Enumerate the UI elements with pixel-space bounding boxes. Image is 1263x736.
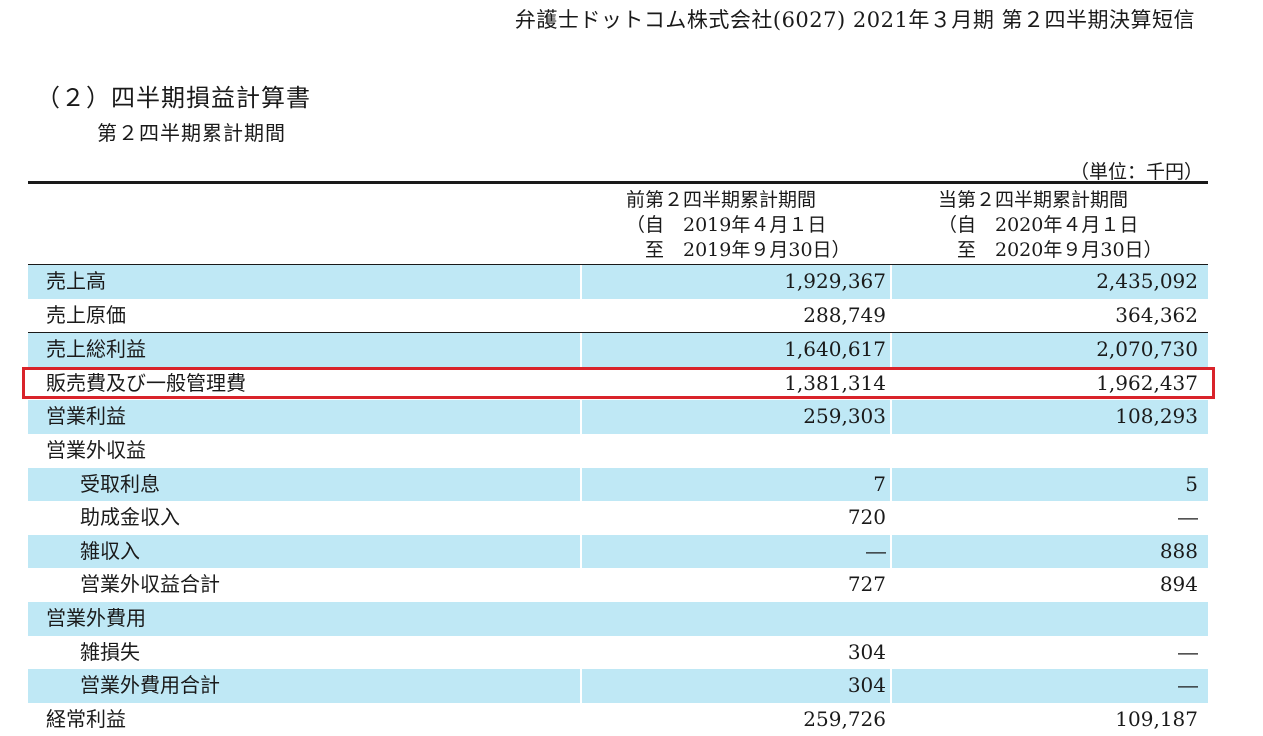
column-gap (890, 534, 892, 569)
curr-value: 894 (1159, 572, 1198, 597)
curr-value: 888 (1159, 538, 1198, 563)
row-label: 営業外費用 (46, 605, 146, 630)
curr-value: 2,435,092 (1096, 269, 1198, 293)
curr-value: 364,362 (1115, 302, 1198, 327)
row-label: 売上原価 (46, 302, 126, 327)
table-row: 売上高 1,929,367 2,435,092 (28, 265, 1208, 299)
curr-value: ― (1178, 639, 1198, 664)
prev-value: 1,929,367 (784, 269, 886, 293)
curr-value: 5 (1185, 471, 1198, 496)
period-title: 第２四半期累計期間 (97, 121, 286, 145)
prev-value: 259,303 (803, 404, 886, 429)
table-row: 売上総利益 1,640,617 2,070,730 (28, 333, 1208, 367)
row-label: 雑損失 (80, 639, 140, 664)
prev-value: 304 (847, 673, 886, 698)
prev-period-to: 至 2019年９月30日） (626, 239, 851, 261)
column-gap (890, 467, 892, 502)
prev-value: 720 (847, 505, 886, 530)
prev-value: ― (866, 538, 886, 563)
table-row: 受取利息 7 5 (28, 467, 1208, 502)
curr-value: 108,293 (1115, 404, 1198, 429)
table-row: 雑損失 304 ― (28, 636, 1208, 670)
curr-period-title: 当第２四半期累計期間 (938, 189, 1129, 211)
curr-value: 2,070,730 (1096, 337, 1198, 362)
table-row: 営業利益 259,303 108,293 (28, 400, 1208, 434)
prev-value: 259,726 (803, 706, 886, 731)
prev-value: 288,749 (803, 302, 886, 327)
document-header: 弁護士ドットコム株式会社(6027) 2021年３月期 第２四半期決算短信 (514, 8, 1195, 32)
row-label: 営業外収益合計 (80, 572, 220, 597)
unit-label: （単位：千円） (1069, 161, 1203, 183)
table-row: 雑収入 ― 888 (28, 534, 1208, 569)
row-label: 売上高 (46, 269, 106, 293)
prev-value: 304 (847, 639, 886, 664)
column-gap (890, 265, 892, 299)
column-gap (890, 669, 892, 703)
prev-value: 1,640,617 (784, 337, 886, 362)
column-headers: 前第２四半期累計期間 （自 2019年４月１日 至 2019年９月30日） 当第… (28, 184, 1208, 265)
column-gap (580, 669, 582, 703)
prev-period-header: 前第２四半期累計期間 （自 2019年４月１日 至 2019年９月30日） (626, 188, 851, 263)
curr-value: ― (1178, 505, 1198, 530)
curr-period-to: 至 2020年９月30日） (938, 239, 1163, 261)
curr-value: ― (1178, 673, 1198, 698)
row-label: 雑収入 (80, 538, 140, 563)
income-statement-table: 前第２四半期累計期間 （自 2019年４月１日 至 2019年９月30日） 当第… (28, 181, 1208, 736)
row-label: 経常利益 (46, 706, 126, 731)
row-label: 営業外収益 (46, 437, 146, 462)
curr-period-from: （自 2020年４月１日 (938, 214, 1139, 236)
section-title: （２）四半期損益計算書 (36, 84, 311, 112)
column-gap (580, 400, 582, 434)
table-row: 経常利益 259,726 109,187 (28, 703, 1208, 736)
table-row: 助成金収入 720 ― (28, 501, 1208, 535)
prev-value: 7 (873, 471, 886, 496)
row-label: 営業外費用合計 (80, 673, 220, 698)
table-row: 営業外収益合計 727 894 (28, 568, 1208, 602)
prev-value: 727 (847, 572, 886, 597)
table-row: 営業外費用 (28, 601, 1208, 636)
column-gap (580, 467, 582, 502)
table-row: 営業外収益 (28, 434, 1208, 468)
prev-value: 1,381,314 (784, 370, 886, 395)
column-gap (890, 333, 892, 367)
row-label: 助成金収入 (80, 505, 180, 530)
column-gap (580, 534, 582, 569)
row-label: 売上総利益 (46, 337, 146, 362)
row-label: 受取利息 (80, 471, 160, 496)
prev-period-from: （自 2019年４月１日 (626, 214, 827, 236)
prev-period-title: 前第２四半期累計期間 (626, 189, 817, 211)
curr-value: 1,962,437 (1096, 370, 1198, 395)
table-row: 営業外費用合計 304 ― (28, 669, 1208, 703)
table-row-highlighted: 販売費及び一般管理費 1,381,314 1,962,437 (28, 367, 1208, 401)
column-gap (580, 265, 582, 299)
row-label: 販売費及び一般管理費 (46, 370, 246, 395)
column-gap (580, 333, 582, 367)
curr-value: 109,187 (1115, 706, 1198, 731)
column-gap (890, 400, 892, 434)
curr-period-header: 当第２四半期累計期間 （自 2020年４月１日 至 2020年９月30日） (938, 188, 1163, 263)
table-row: 売上原価 288,749 364,362 (28, 299, 1208, 334)
table-top-rule (28, 181, 1208, 184)
row-label: 営業利益 (46, 404, 126, 429)
